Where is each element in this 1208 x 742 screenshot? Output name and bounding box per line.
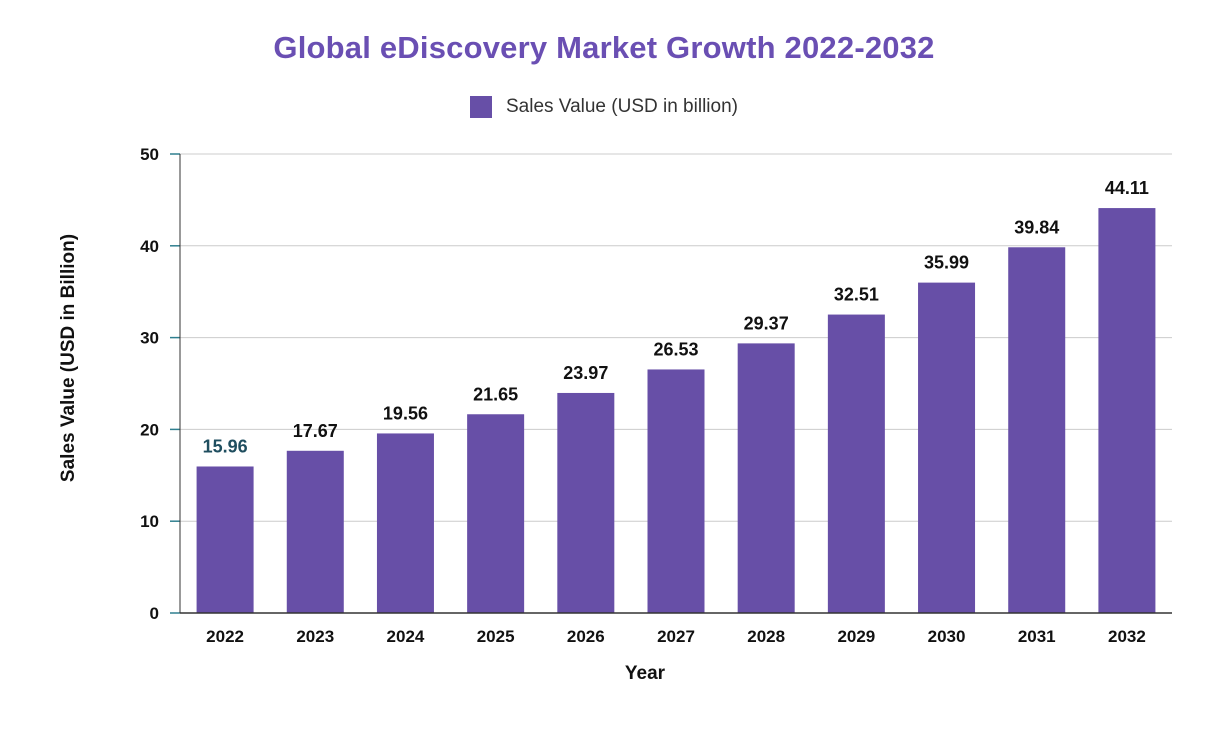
legend: Sales Value (USD in billion) [0,96,1208,118]
bar-2028 [737,343,795,613]
data-label: 17.67 [293,421,338,441]
data-label: 26.53 [653,339,698,359]
bar-2023 [286,450,344,613]
x-tick-label: 2022 [206,627,244,646]
data-label: 32.51 [834,285,879,305]
data-label: 39.84 [1014,217,1059,237]
bar-2025 [467,414,525,613]
legend-swatch [470,96,492,118]
bar-2032 [1098,208,1156,614]
x-tick-label: 2028 [747,627,785,646]
x-tick-label: 2030 [928,627,966,646]
x-tick-label: 2027 [657,627,695,646]
bar-2027 [647,369,705,613]
y-tick-label: 20 [140,420,159,439]
bar-2030 [918,282,976,613]
y-tick-label: 40 [140,237,159,256]
bar-2031 [1008,247,1066,613]
x-tick-label: 2029 [837,627,875,646]
data-label: 44.11 [1105,178,1149,198]
legend-label: Sales Value (USD in billion) [506,96,738,117]
chart-title: Global eDiscovery Market Growth 2022-203… [273,30,935,65]
bar-2026 [557,392,615,613]
bar-2029 [827,314,885,613]
data-label: 23.97 [563,363,608,383]
x-tick-label: 2026 [567,627,605,646]
x-tick-label: 2032 [1108,627,1146,646]
y-tick-label: 30 [140,329,159,348]
bar-2022 [196,466,254,613]
data-label: 35.99 [924,253,969,273]
x-axis-title: Year [624,663,666,684]
data-label: 15.96 [203,436,248,456]
y-tick-label: 10 [140,512,159,531]
x-tick-label: 2023 [296,627,334,646]
y-tick-label: 50 [140,145,159,164]
y-tick-label: 0 [150,604,159,623]
data-label: 29.37 [744,313,789,333]
x-tick-label: 2025 [477,627,515,646]
x-tick-label: 2024 [387,627,425,646]
bar-2024 [376,433,434,613]
data-label: 19.56 [383,403,428,423]
data-label: 21.65 [473,384,518,404]
x-tick-label: 2031 [1018,627,1056,646]
